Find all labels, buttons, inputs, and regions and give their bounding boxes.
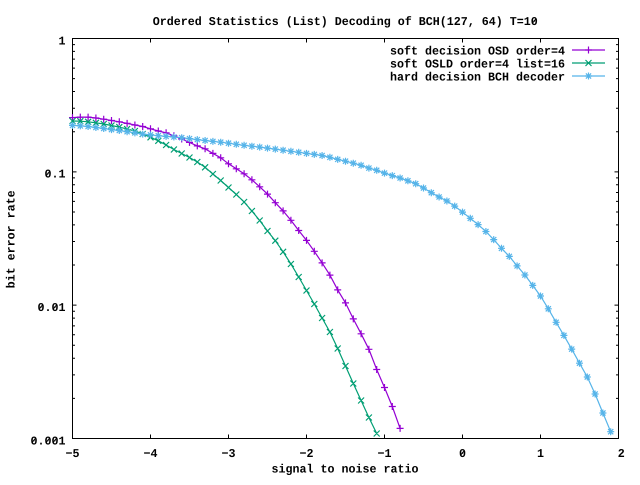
svg-text:−2: −2	[300, 447, 314, 461]
svg-text:−5: −5	[66, 447, 80, 461]
svg-text:Ordered Statistics (List) Deco: Ordered Statistics (List) Decoding of BC…	[153, 15, 538, 29]
svg-text:hard decision BCH decoder: hard decision BCH decoder	[390, 71, 565, 85]
svg-text:0.001: 0.001	[31, 434, 66, 448]
svg-text:0: 0	[459, 447, 466, 461]
svg-text:1: 1	[59, 34, 66, 48]
svg-text:soft decision OSD order=4: soft decision OSD order=4	[390, 45, 565, 59]
svg-text:soft OSLD order=4 list=16: soft OSLD order=4 list=16	[390, 58, 565, 72]
svg-text:bit error rate: bit error rate	[5, 190, 19, 288]
svg-text:−3: −3	[222, 447, 236, 461]
svg-text:−1: −1	[378, 447, 392, 461]
svg-text:−4: −4	[144, 447, 158, 461]
svg-text:1: 1	[537, 447, 544, 461]
svg-text:0.01: 0.01	[38, 301, 66, 315]
svg-text:2: 2	[618, 447, 625, 461]
svg-text:signal to noise ratio: signal to noise ratio	[272, 463, 419, 477]
